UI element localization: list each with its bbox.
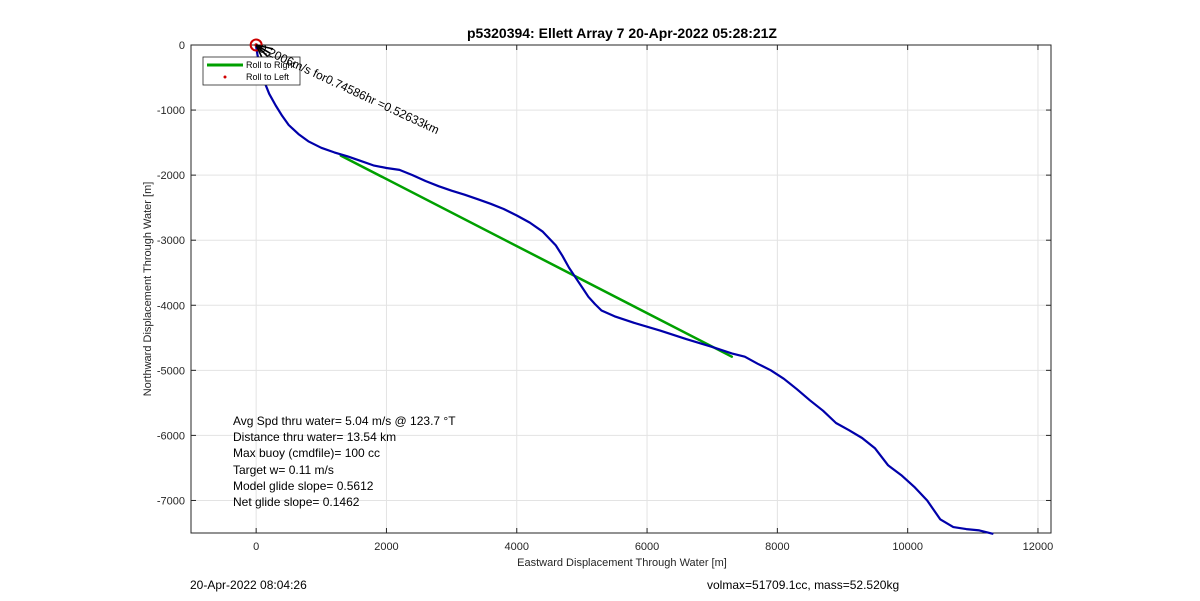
x-tick-label: 4000	[505, 541, 529, 553]
y-tick-label: 0	[179, 40, 185, 52]
legend-entry-roll-left: Roll to Left	[246, 72, 290, 82]
x-tick-label: 6000	[635, 541, 659, 553]
start-marker	[249, 38, 263, 52]
legend-swatch-roll-left	[223, 75, 227, 79]
leg-segment	[255, 44, 274, 50]
y-axis-label: Northward Displacement Through Water [m]	[142, 182, 154, 397]
stat-avg-speed: Avg Spd thru water= 5.04 m/s @ 123.7 °T	[233, 414, 456, 428]
y-tick-label: -2000	[157, 170, 185, 182]
x-tick-label: 2000	[374, 541, 398, 553]
footer-timestamp: 20-Apr-2022 08:04:26	[190, 578, 307, 592]
x-tick-label: 10000	[892, 541, 923, 553]
start-markers	[249, 38, 274, 63]
stat-net-glide: Net glide slope= 0.1462	[233, 495, 360, 509]
series-line-net-displacement	[339, 154, 734, 358]
stat-target-w: Target w= 0.11 m/s	[233, 463, 334, 477]
leg-annotation: 0.2006m/s for0.74586hr =0.52633km	[257, 41, 442, 137]
chart-title: p5320394: Ellett Array 7 20-Apr-2022 05:…	[467, 25, 777, 41]
legend: Roll to Right Roll to Left	[202, 56, 301, 86]
y-tick-label: -1000	[157, 105, 185, 117]
x-tick-label: 0	[253, 541, 259, 553]
footer-volmax-mass: volmax=51709.1cc, mass=52.520kg	[707, 578, 900, 592]
y-tick-label: -5000	[157, 365, 185, 377]
leg-segment	[255, 44, 270, 59]
y-tick-label: -6000	[157, 430, 185, 442]
legend-box	[202, 56, 301, 86]
legend-entry-roll-right: Roll to Right	[246, 60, 296, 70]
grid-lines	[191, 44, 1051, 533]
data-series	[255, 45, 994, 535]
y-tick-label: -4000	[157, 300, 185, 312]
stats-block: Avg Spd thru water= 5.04 m/s @ 123.7 °T …	[233, 414, 456, 509]
stat-model-glide: Model glide slope= 0.5612	[233, 479, 374, 493]
x-tick-label: 8000	[765, 541, 789, 553]
axis-ticks: 0 2000 4000 6000 8000 10000 12000 0 -1000 -2000 -3…	[157, 40, 1053, 553]
x-tick-label: 12000	[1023, 541, 1054, 553]
stat-max-buoy: Max buoy (cmdfile)= 100 cc	[233, 446, 380, 460]
y-tick-label: -7000	[157, 495, 185, 507]
series-line-glider-track	[255, 45, 994, 535]
plot-area	[190, 44, 1052, 534]
stat-distance: Distance thru water= 13.54 km	[233, 430, 396, 444]
y-tick-label: -3000	[157, 235, 185, 247]
x-axis-label: Eastward Displacement Through Water [m]	[517, 557, 727, 569]
